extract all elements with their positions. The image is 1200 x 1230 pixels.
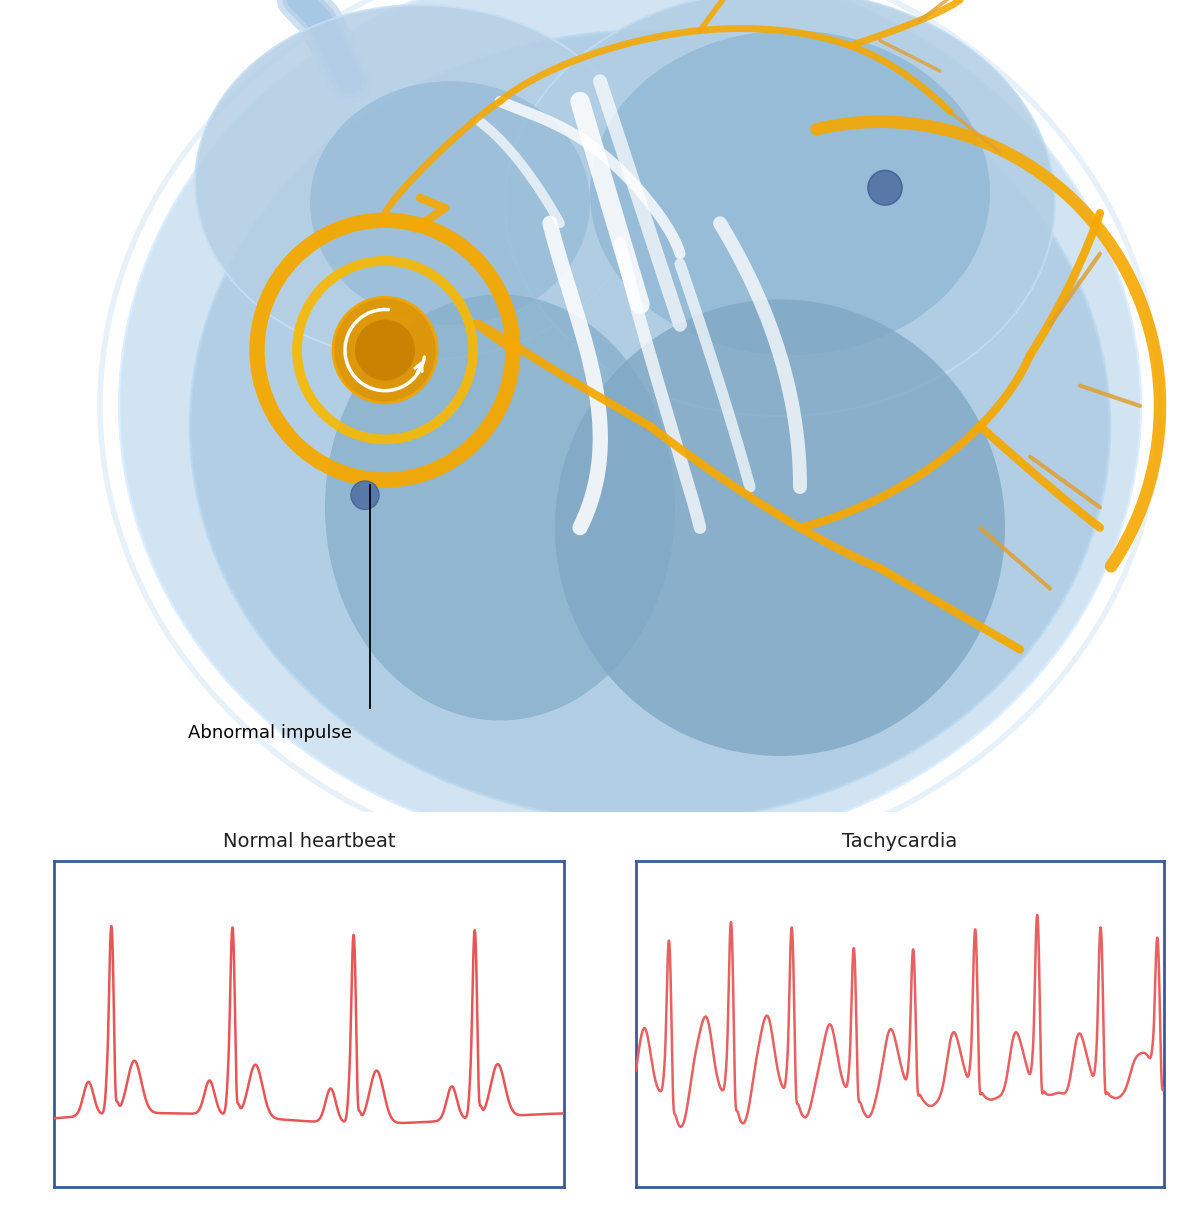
Ellipse shape xyxy=(310,81,590,325)
Ellipse shape xyxy=(554,299,1006,756)
Ellipse shape xyxy=(325,294,674,721)
Ellipse shape xyxy=(505,0,1055,416)
Ellipse shape xyxy=(120,0,1140,852)
Ellipse shape xyxy=(190,31,1110,822)
Circle shape xyxy=(334,298,437,403)
Title: Tachycardia: Tachycardia xyxy=(842,833,958,851)
Ellipse shape xyxy=(590,31,990,355)
Text: Abnormal impulse: Abnormal impulse xyxy=(188,723,352,742)
Circle shape xyxy=(868,171,902,205)
Title: Normal heartbeat: Normal heartbeat xyxy=(223,833,395,851)
Circle shape xyxy=(355,320,415,380)
Circle shape xyxy=(352,481,379,509)
Ellipse shape xyxy=(194,5,646,360)
